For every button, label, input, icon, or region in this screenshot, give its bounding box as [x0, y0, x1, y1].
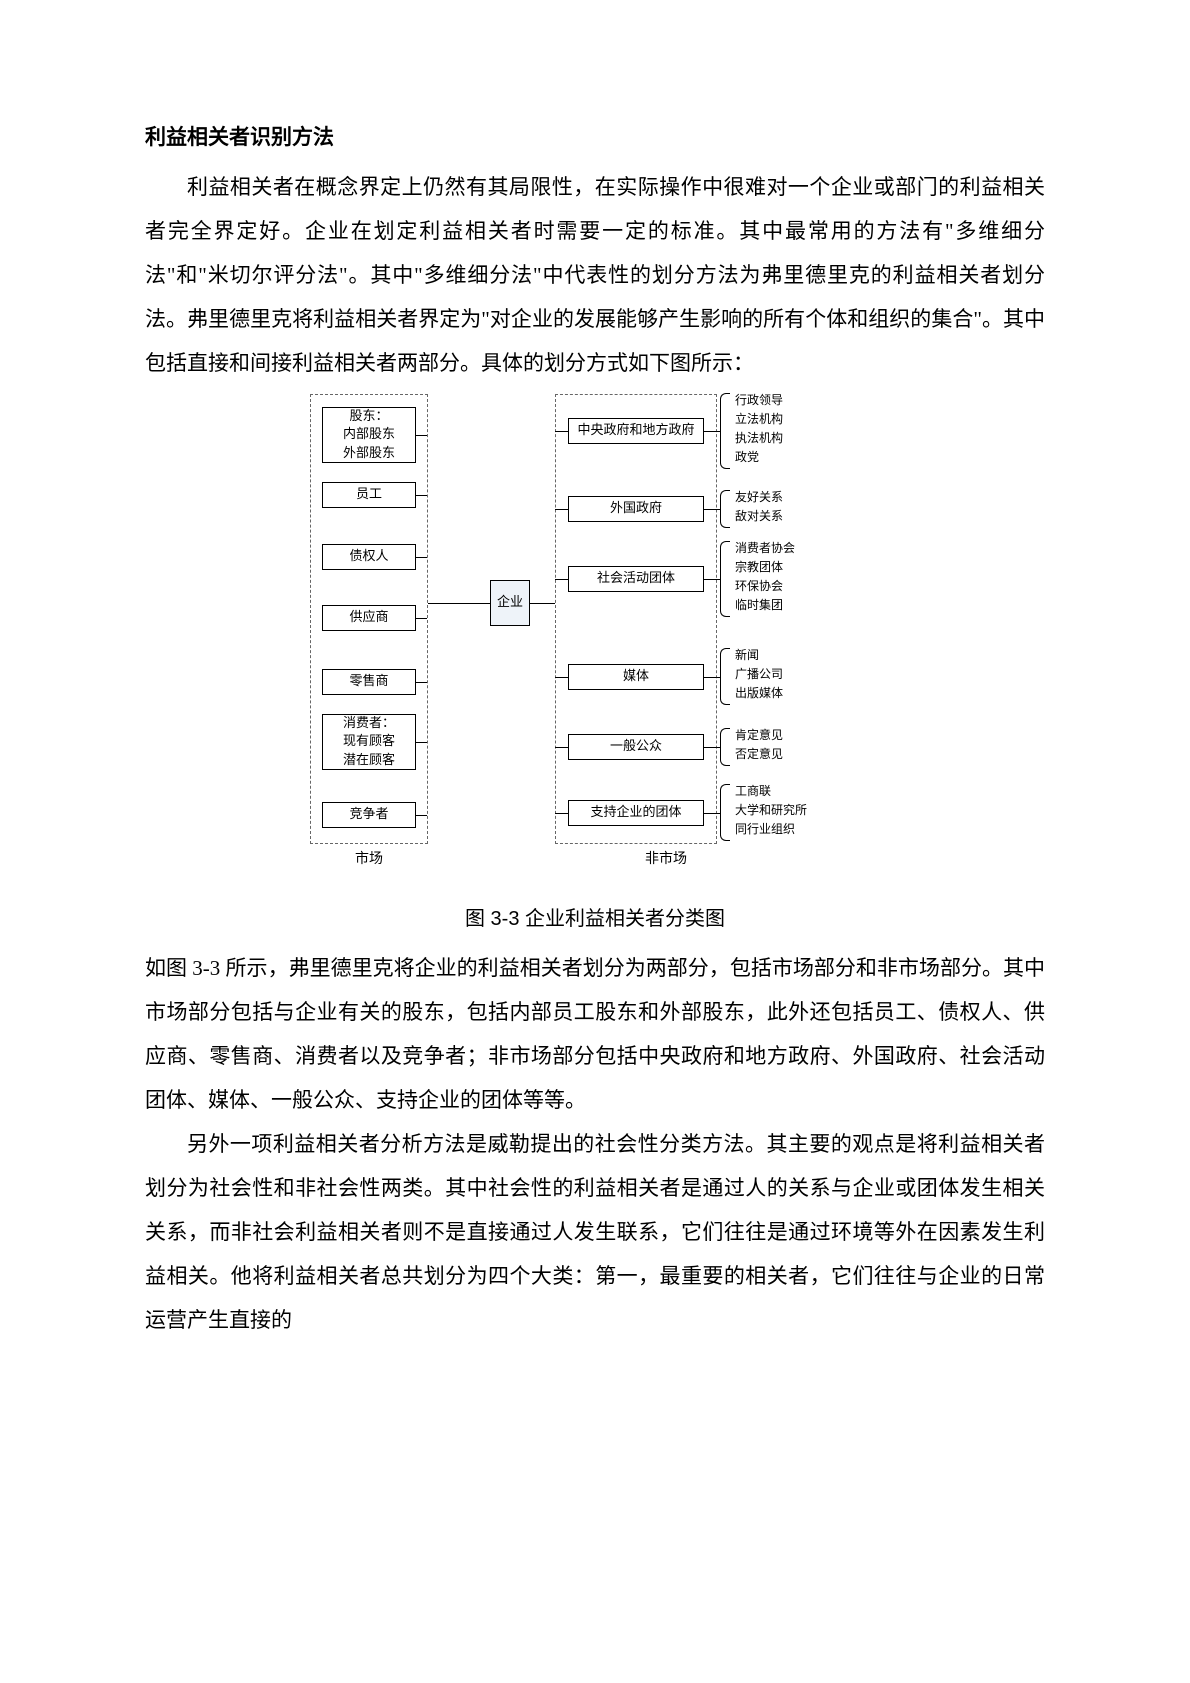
connector	[416, 618, 427, 619]
brace-items: 友好关系敌对关系	[735, 488, 783, 526]
connector	[416, 435, 427, 436]
market-box: 员工	[322, 482, 416, 508]
connector	[530, 603, 555, 604]
brace-items: 新闻广播公司出版媒体	[735, 646, 783, 704]
connector	[555, 509, 568, 510]
nonmarket-label: 非市场	[616, 850, 716, 870]
paragraph-3: 另外一项利益相关者分析方法是威勒提出的社会性分类方法。其主要的观点是将利益相关者…	[145, 1122, 1045, 1342]
brace	[720, 393, 730, 469]
page-title: 利益相关者识别方法	[145, 115, 1045, 159]
connector	[416, 682, 427, 683]
connector	[555, 579, 568, 580]
connector	[704, 509, 720, 510]
connector	[704, 579, 720, 580]
paragraph-2: 如图 3-3 所示，弗里德里克将企业的利益相关者划分为两部分，包括市场部分和非市…	[145, 946, 1045, 1122]
connector	[555, 813, 568, 814]
connector	[416, 815, 427, 816]
connector	[555, 431, 568, 432]
brace-items: 行政领导立法机构执法机构政党	[735, 391, 783, 468]
connector	[428, 603, 490, 604]
brace	[720, 784, 730, 841]
market-box: 供应商	[322, 605, 416, 631]
connector	[555, 747, 568, 748]
figure-caption: 图 3-3 企业利益相关者分类图	[145, 898, 1045, 940]
market-box: 债权人	[322, 544, 416, 570]
nonmarket-box: 一般公众	[568, 734, 704, 760]
connector	[704, 431, 720, 432]
nonmarket-box: 外国政府	[568, 496, 704, 522]
market-label: 市场	[319, 850, 419, 870]
connector	[555, 677, 568, 678]
nonmarket-box: 支持企业的团体	[568, 800, 704, 826]
connector	[704, 813, 720, 814]
nonmarket-box: 中央政府和地方政府	[568, 418, 704, 444]
brace	[720, 648, 730, 705]
brace-items: 工商联大学和研究所同行业组织	[735, 782, 807, 840]
market-box: 股东：内部股东外部股东	[322, 407, 416, 463]
market-box: 消费者：现有顾客潜在顾客	[322, 714, 416, 770]
brace	[720, 728, 730, 766]
nonmarket-box: 媒体	[568, 664, 704, 690]
connector	[416, 495, 427, 496]
brace	[720, 490, 730, 528]
brace-items: 肯定意见否定意见	[735, 726, 783, 764]
nonmarket-box: 社会活动团体	[568, 566, 704, 592]
market-box: 零售商	[322, 669, 416, 695]
brace	[720, 541, 730, 617]
connector	[416, 557, 427, 558]
paragraph-1: 利益相关者在概念界定上仍然有其局限性，在实际操作中很难对一个企业或部门的利益相关…	[145, 165, 1045, 385]
connector	[416, 742, 427, 743]
connector	[704, 677, 720, 678]
center-enterprise-box: 企业	[490, 580, 530, 626]
brace-items: 消费者协会宗教团体环保协会临时集团	[735, 539, 795, 616]
connector	[704, 747, 720, 748]
diagram-stakeholder-classification: 企业 股东：内部股东外部股东员工债权人供应商零售商消费者：现有顾客潜在顾客竞争者 中…	[310, 394, 880, 894]
market-box: 竞争者	[322, 802, 416, 828]
nonmarket-column	[555, 394, 717, 844]
